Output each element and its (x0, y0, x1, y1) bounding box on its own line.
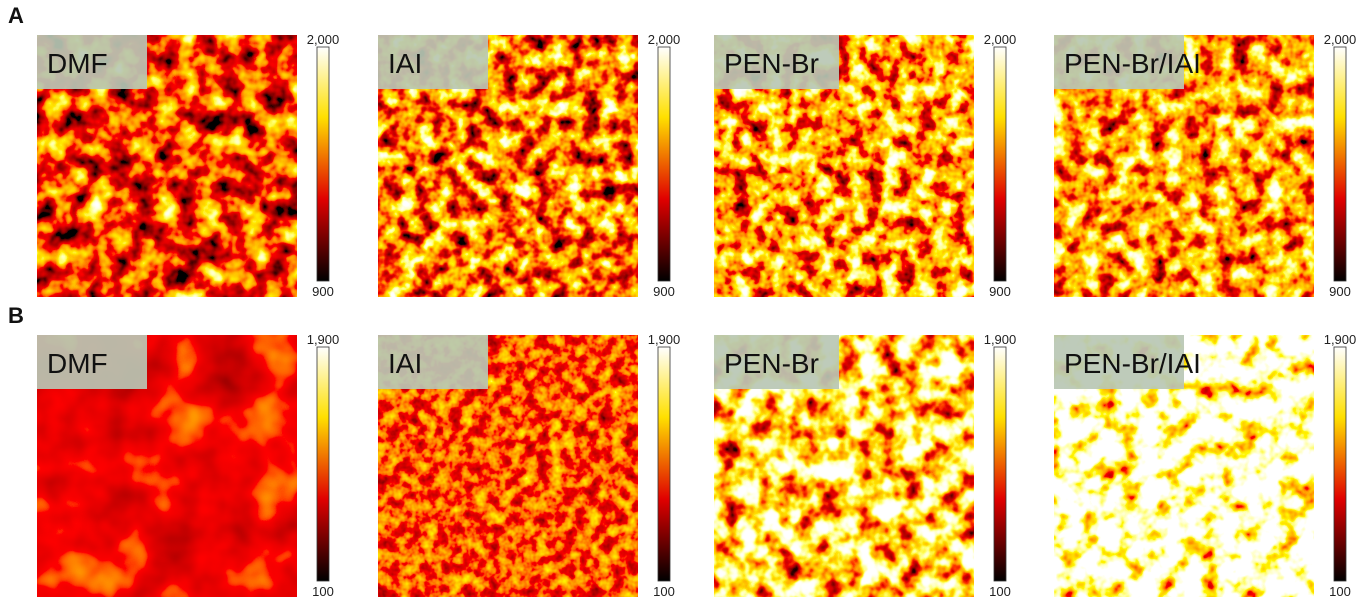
colorbar (1333, 46, 1347, 282)
map-label: PEN-Br (724, 348, 819, 379)
colorbar-min: 900 (1329, 284, 1351, 299)
colorbar (993, 346, 1007, 582)
label-box (378, 35, 488, 89)
colorbar (1333, 346, 1347, 582)
colorbar-min: 100 (653, 584, 675, 599)
map-label: IAI (388, 348, 422, 379)
map-label: DMF (47, 48, 108, 79)
colorbar-max: 1,900 (1324, 332, 1356, 347)
colorbar-max: 1,900 (307, 332, 340, 347)
colorbar-max: 2,000 (307, 32, 340, 47)
colorbar-min: 100 (1329, 584, 1351, 599)
colorbar (316, 346, 330, 582)
colorbar (657, 346, 671, 582)
colorbar-max: 1,900 (648, 332, 681, 347)
colorbar (316, 46, 330, 282)
panel-letter: A (8, 3, 24, 28)
label-box (37, 335, 147, 389)
map-label: PEN-Br/IAI (1064, 348, 1201, 379)
colorbar-min: 100 (989, 584, 1011, 599)
map-label: DMF (47, 348, 108, 379)
colorbar-max: 1,900 (984, 332, 1017, 347)
colorbar-min: 900 (653, 284, 675, 299)
label-box (1054, 335, 1184, 389)
colorbar-max: 2,000 (648, 32, 681, 47)
map-label: PEN-Br/IAI (1064, 48, 1201, 79)
colorbar-min: 900 (989, 284, 1011, 299)
map-label: IAI (388, 48, 422, 79)
colorbar-max: 2,000 (984, 32, 1017, 47)
colorbar-min: 100 (312, 584, 334, 599)
label-box (714, 335, 839, 389)
colorbar-max: 2,000 (1324, 32, 1356, 47)
label-box (378, 335, 488, 389)
label-box (1054, 35, 1184, 89)
colorbar (657, 46, 671, 282)
panel-letter: B (8, 303, 24, 328)
label-box (37, 35, 147, 89)
colorbar-min: 900 (312, 284, 334, 299)
label-box (714, 35, 839, 89)
map-label: PEN-Br (724, 48, 819, 79)
colorbar (993, 46, 1007, 282)
